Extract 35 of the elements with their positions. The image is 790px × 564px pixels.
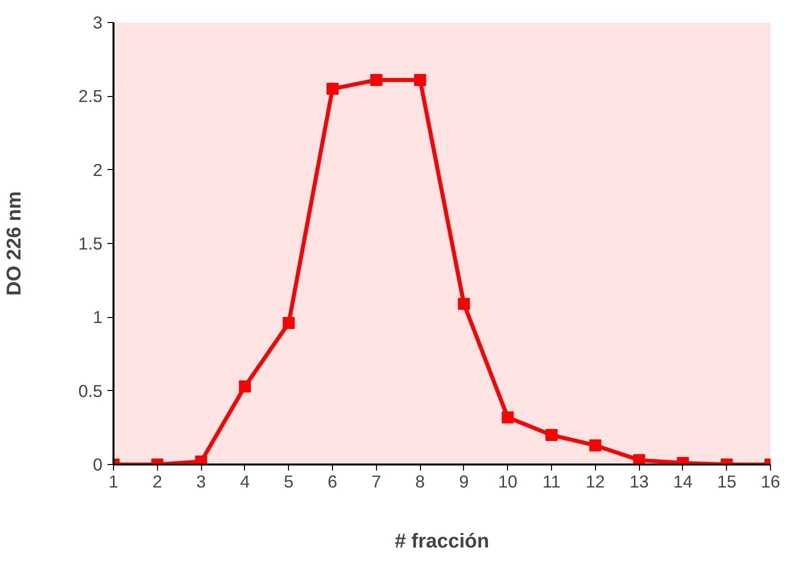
x-tick-label: 4 bbox=[240, 472, 250, 492]
x-tick-label: 14 bbox=[673, 472, 693, 492]
point bbox=[414, 74, 426, 86]
y-tick-label: 2.5 bbox=[78, 86, 103, 106]
y-tick-label: 3 bbox=[92, 12, 103, 32]
point bbox=[546, 429, 558, 442]
y-tick-label: 2 bbox=[92, 160, 103, 180]
x-tick-label: 15 bbox=[717, 472, 736, 492]
y-tick-label: 1 bbox=[92, 307, 103, 328]
point bbox=[589, 439, 602, 452]
x-tick-label: 13 bbox=[629, 472, 649, 492]
x-tick-label: 7 bbox=[371, 472, 382, 492]
x-tick-label: 16 bbox=[760, 472, 780, 492]
y-tick-label: 0.5 bbox=[78, 380, 103, 401]
point bbox=[238, 380, 251, 392]
x-tick-label: 3 bbox=[196, 472, 206, 492]
x-tick-label: 10 bbox=[498, 472, 518, 492]
point bbox=[370, 74, 382, 86]
x-tick-label: 5 bbox=[284, 472, 294, 492]
y-tick-label: 1.5 bbox=[78, 234, 103, 254]
x-tick-label: 1 bbox=[108, 472, 118, 492]
x-tick-label: 12 bbox=[586, 472, 605, 492]
y-axis-title: DO 226 nm bbox=[3, 191, 26, 296]
point bbox=[633, 454, 646, 464]
x-tick-label: 2 bbox=[152, 472, 162, 492]
x-axis-title: # fracción bbox=[394, 530, 490, 552]
y-tick-label: 0 bbox=[92, 454, 103, 474]
point bbox=[282, 317, 295, 330]
x-tick-label: 6 bbox=[328, 472, 338, 492]
point bbox=[502, 411, 514, 424]
x-tick-label: 11 bbox=[542, 472, 561, 492]
x-tick-label: 8 bbox=[415, 472, 425, 492]
point bbox=[458, 298, 470, 310]
point bbox=[326, 82, 338, 95]
x-tick-label: 9 bbox=[459, 472, 469, 492]
